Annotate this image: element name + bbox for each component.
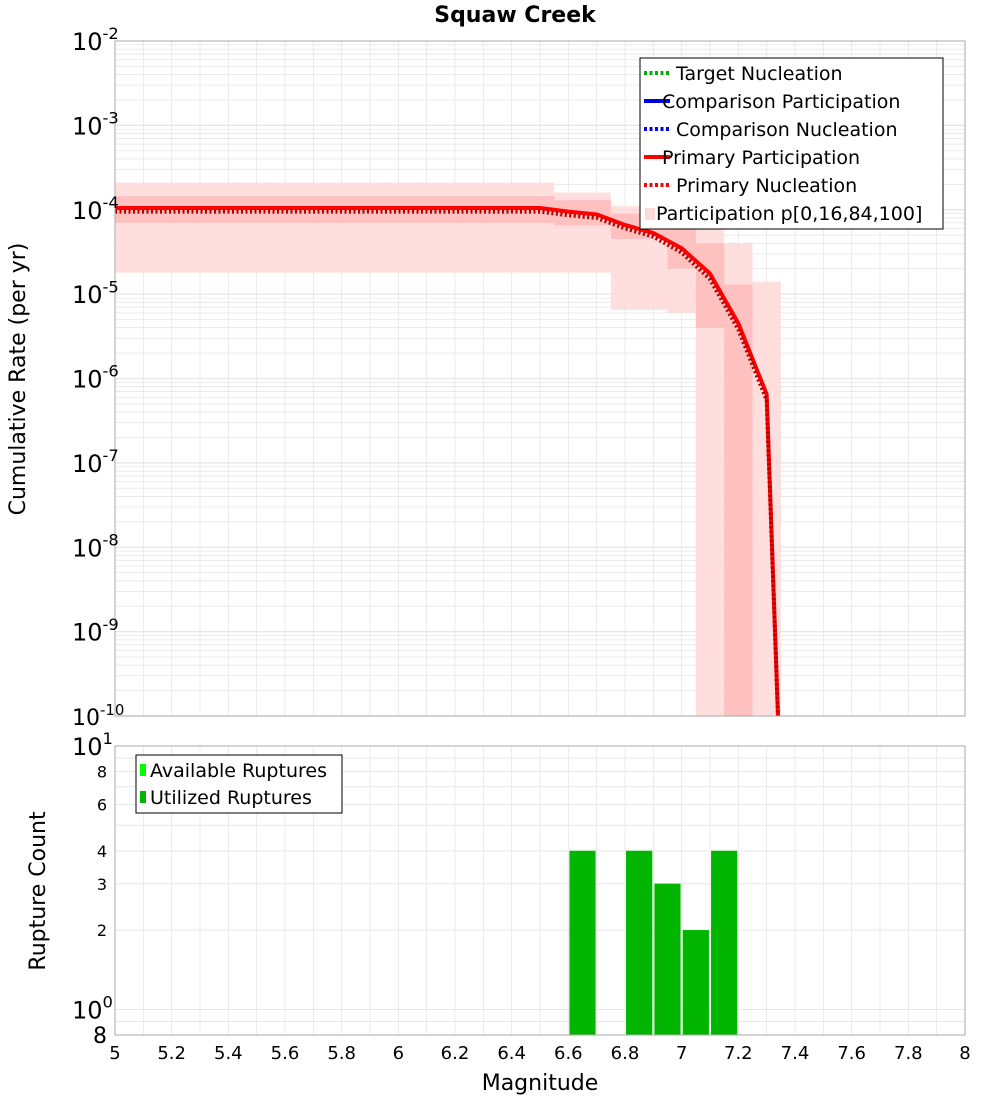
legend-label: Comparison Participation <box>662 91 900 113</box>
x-tick-label: 7.8 <box>894 1043 923 1064</box>
top-y-tick-label-base: 10 <box>72 197 103 225</box>
bottom-y-axis-label: Rupture Count <box>26 811 51 971</box>
x-tick-label: 5 <box>109 1043 120 1064</box>
bottom-y-tick-label: 8 <box>97 763 107 782</box>
top-y-tick-label-base: 10 <box>72 619 103 647</box>
top-y-tick-label-base: 10 <box>72 112 103 140</box>
top-y-tick-label-base: 10 <box>72 281 103 309</box>
top-y-tick-label-base: 10 <box>72 366 103 394</box>
top-y-tick-label-exponent: -8 <box>103 530 119 549</box>
top-y-tick-label-exponent: -5 <box>103 277 119 296</box>
x-tick-label: 6 <box>393 1043 404 1064</box>
legend-label: Primary Participation <box>662 147 860 169</box>
legend-label: Available Ruptures <box>150 760 327 782</box>
participation-band-p16-p84 <box>115 196 781 716</box>
x-tick-label: 6.8 <box>611 1043 640 1064</box>
x-tick-label: 5.6 <box>271 1043 300 1064</box>
x-tick-label: 5.4 <box>214 1043 243 1064</box>
x-tick-label: 7.2 <box>724 1043 753 1064</box>
legend-swatch-utilized <box>140 791 146 803</box>
primary-nucleation-line <box>115 209 780 717</box>
x-axis-label: Magnitude <box>482 1071 599 1096</box>
top-y-axis-label: Cumulative Rate (per yr) <box>6 243 31 516</box>
rupture-legend <box>135 754 343 814</box>
top-y-tick-label: 10-6 <box>72 362 119 394</box>
top-y-tick-label-exponent: -10 <box>100 701 124 719</box>
bottom-y-tick-label: 8 <box>93 1024 107 1049</box>
top-y-tick-label: 10-4 <box>72 193 119 225</box>
x-tick-label: 6.4 <box>497 1043 526 1064</box>
top-y-tick-label-base: 10 <box>72 706 100 731</box>
legend-label: Target Nucleation <box>675 63 843 85</box>
top-y-tick-label-exponent: -4 <box>103 193 119 212</box>
bottom-y-tick-label: 101 <box>72 729 113 761</box>
rate-plot-panel: 10-210-310-410-510-610-710-810-910-10Tar… <box>72 24 966 731</box>
top-y-tick-label: 10-2 <box>72 24 119 56</box>
utilized-ruptures-bar <box>569 850 596 1035</box>
top-y-tick-label: 10-3 <box>72 109 119 141</box>
bottom-y-tick-label: 3 <box>97 875 107 894</box>
top-y-tick-label-base: 10 <box>72 28 103 56</box>
bottom-y-tick-label: 2 <box>97 921 107 940</box>
bottom-y-tick-label-exponent: 0 <box>103 993 113 1012</box>
top-y-tick-label-base: 10 <box>72 450 103 478</box>
top-y-tick-label-exponent: -3 <box>103 109 119 128</box>
bottom-y-tick-label: 6 <box>97 795 107 814</box>
legend-label: Utilized Ruptures <box>150 787 312 809</box>
x-tick-label: 7.6 <box>837 1043 866 1064</box>
legend-swatch-available <box>140 764 146 776</box>
legend-swatch-participation-band <box>645 208 655 220</box>
top-y-tick-label: 10-5 <box>72 277 119 309</box>
top-y-tick-label-exponent: -2 <box>103 24 119 43</box>
primary-participation-line <box>115 205 780 717</box>
legend-label: Comparison Nucleation <box>676 119 898 141</box>
top-y-tick-label: 10-10 <box>72 701 124 731</box>
utilized-ruptures-bar <box>682 930 709 1035</box>
bottom-y-tick-label-base: 10 <box>72 733 103 761</box>
utilized-ruptures-bar <box>626 850 653 1035</box>
x-tick-label: 7.4 <box>781 1043 810 1064</box>
bottom-y-tick-label: 100 <box>72 993 113 1025</box>
top-y-tick-label-exponent: -9 <box>103 615 119 634</box>
utilized-ruptures-bar <box>711 850 738 1035</box>
x-tick-label: 6.2 <box>441 1043 470 1064</box>
x-tick-label: 8 <box>959 1043 970 1064</box>
x-tick-label: 6.6 <box>554 1043 583 1064</box>
rate-plot-frame <box>114 40 966 717</box>
top-y-tick-label-exponent: -6 <box>103 362 119 381</box>
top-y-tick-label-exponent: -7 <box>103 446 119 465</box>
top-y-tick-label: 10-7 <box>72 446 119 478</box>
bottom-y-tick-label-exponent: 1 <box>103 729 113 748</box>
top-y-tick-label: 10-9 <box>72 615 119 647</box>
x-tick-label: 5.8 <box>327 1043 356 1064</box>
top-y-tick-label: 10-8 <box>72 530 119 562</box>
top-y-tick-label-base: 10 <box>72 534 103 562</box>
legend-label: Primary Nucleation <box>676 175 857 197</box>
x-tick-label: 5.2 <box>157 1043 186 1064</box>
participation-band-p0-p100 <box>115 182 781 716</box>
x-tick-label: 7 <box>676 1043 687 1064</box>
rupture-plot-frame <box>114 745 966 1036</box>
utilized-ruptures-bar <box>654 883 681 1035</box>
legend-label: Participation p[0,16,84,100] <box>656 203 922 225</box>
bottom-y-tick-label: 4 <box>97 842 107 861</box>
chart-title: Squaw Creek <box>434 3 597 28</box>
bottom-y-tick-label-base: 10 <box>72 996 103 1024</box>
rate-legend <box>639 57 944 230</box>
